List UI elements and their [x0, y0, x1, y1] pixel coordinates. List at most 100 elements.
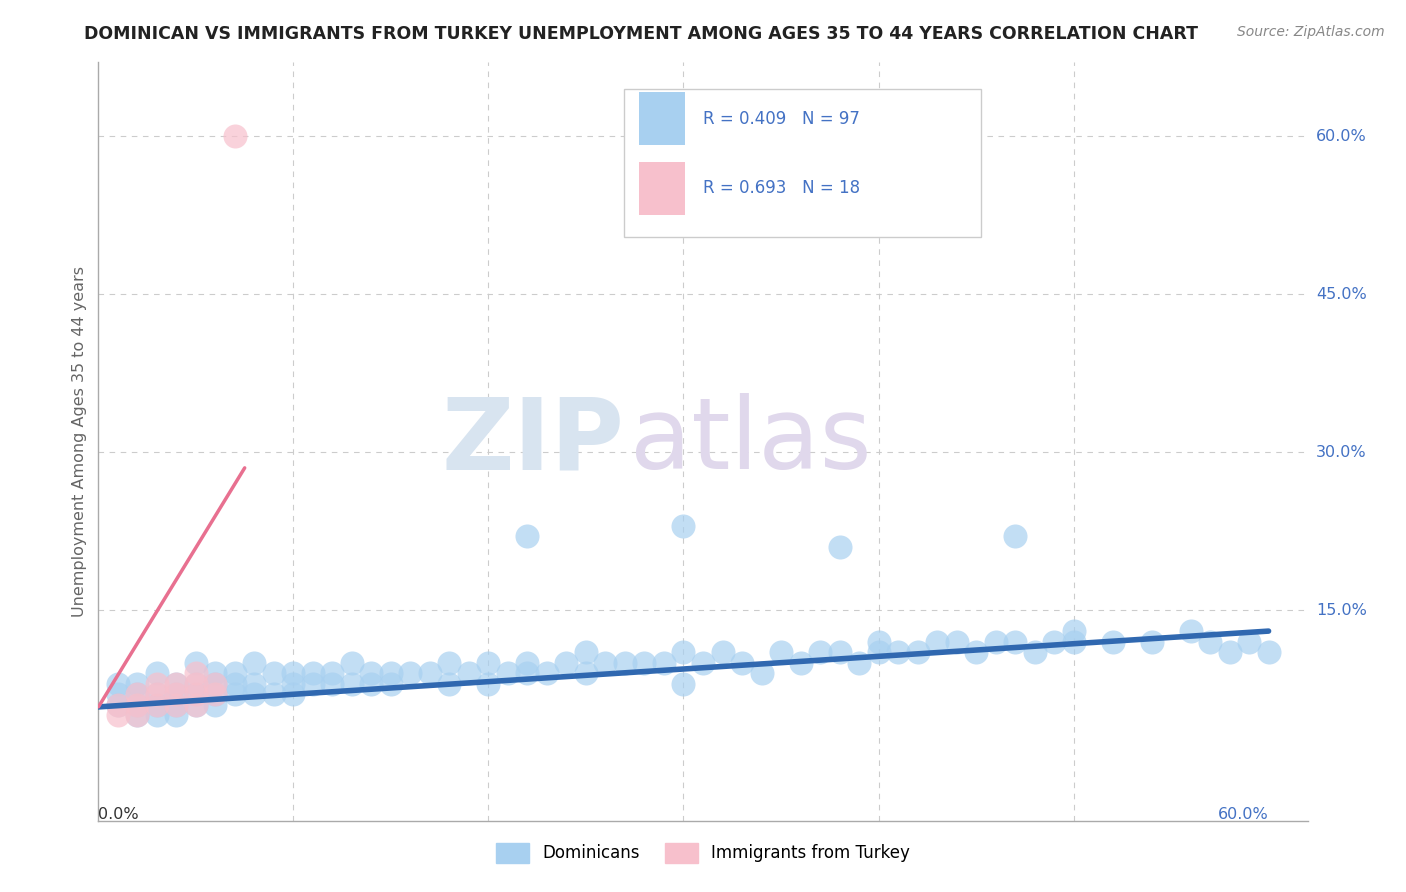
Point: [965, 645, 987, 659]
Point: [243, 687, 266, 701]
Point: [360, 677, 382, 691]
Text: 15.0%: 15.0%: [1316, 602, 1367, 617]
Point: [848, 656, 870, 670]
Point: [692, 656, 714, 670]
Point: [595, 656, 617, 670]
Point: [419, 666, 441, 681]
Point: [204, 677, 226, 691]
Point: [165, 708, 187, 723]
Point: [380, 666, 402, 681]
Point: [945, 634, 967, 648]
Point: [1004, 529, 1026, 543]
Point: [107, 708, 129, 723]
Text: 60.0%: 60.0%: [1316, 128, 1367, 144]
FancyBboxPatch shape: [624, 89, 981, 236]
Point: [575, 645, 598, 659]
Point: [127, 698, 149, 712]
Point: [672, 677, 695, 691]
Point: [146, 666, 169, 681]
Point: [184, 677, 207, 691]
Point: [1237, 634, 1260, 648]
Point: [127, 708, 149, 723]
Point: [711, 645, 734, 659]
Point: [672, 645, 695, 659]
Point: [107, 677, 129, 691]
Point: [184, 698, 207, 712]
Point: [302, 677, 325, 691]
Text: R = 0.409   N = 97: R = 0.409 N = 97: [703, 110, 860, 128]
Point: [146, 698, 169, 712]
Point: [224, 687, 246, 701]
Point: [127, 687, 149, 701]
Point: [575, 666, 598, 681]
Point: [165, 698, 187, 712]
Point: [302, 666, 325, 681]
Point: [633, 656, 655, 670]
Point: [458, 666, 481, 681]
Point: [184, 687, 207, 701]
Point: [1063, 634, 1085, 648]
Point: [984, 634, 1007, 648]
Point: [243, 677, 266, 691]
Point: [146, 708, 169, 723]
Point: [263, 666, 285, 681]
Point: [146, 677, 169, 691]
Point: [107, 687, 129, 701]
Point: [516, 666, 538, 681]
Text: DOMINICAN VS IMMIGRANTS FROM TURKEY UNEMPLOYMENT AMONG AGES 35 TO 44 YEARS CORRE: DOMINICAN VS IMMIGRANTS FROM TURKEY UNEM…: [84, 25, 1198, 43]
Point: [283, 677, 305, 691]
Point: [887, 645, 910, 659]
Point: [127, 677, 149, 691]
Point: [184, 656, 207, 670]
Point: [127, 698, 149, 712]
Point: [828, 540, 851, 554]
Point: [184, 666, 207, 681]
Point: [224, 677, 246, 691]
Text: Source: ZipAtlas.com: Source: ZipAtlas.com: [1237, 25, 1385, 39]
Point: [340, 656, 363, 670]
Point: [107, 698, 129, 712]
Point: [184, 677, 207, 691]
Point: [380, 677, 402, 691]
Point: [1101, 634, 1123, 648]
Point: [439, 656, 461, 670]
Point: [399, 666, 422, 681]
Point: [184, 698, 207, 712]
Point: [614, 656, 637, 670]
Point: [283, 687, 305, 701]
Point: [907, 645, 929, 659]
Point: [1199, 634, 1222, 648]
Point: [263, 687, 285, 701]
Point: [769, 645, 792, 659]
Point: [146, 687, 169, 701]
Point: [165, 677, 187, 691]
Point: [1257, 645, 1279, 659]
Point: [165, 698, 187, 712]
Point: [204, 687, 226, 701]
Point: [868, 634, 890, 648]
Point: [224, 666, 246, 681]
Point: [751, 666, 773, 681]
Point: [204, 677, 226, 691]
Point: [439, 677, 461, 691]
Point: [224, 129, 246, 144]
Point: [808, 645, 831, 659]
Point: [477, 677, 499, 691]
Text: 0.0%: 0.0%: [98, 807, 139, 822]
Point: [516, 529, 538, 543]
Text: 30.0%: 30.0%: [1316, 444, 1367, 459]
Point: [204, 687, 226, 701]
Point: [165, 687, 187, 701]
Point: [204, 698, 226, 712]
Point: [731, 656, 754, 670]
Point: [925, 634, 948, 648]
Point: [789, 656, 811, 670]
Text: R = 0.693   N = 18: R = 0.693 N = 18: [703, 179, 860, 197]
Point: [1024, 645, 1046, 659]
Legend: Dominicans, Immigrants from Turkey: Dominicans, Immigrants from Turkey: [489, 837, 917, 869]
Point: [1043, 634, 1066, 648]
Point: [321, 666, 343, 681]
FancyBboxPatch shape: [638, 161, 685, 215]
Point: [107, 698, 129, 712]
Point: [1180, 624, 1202, 639]
